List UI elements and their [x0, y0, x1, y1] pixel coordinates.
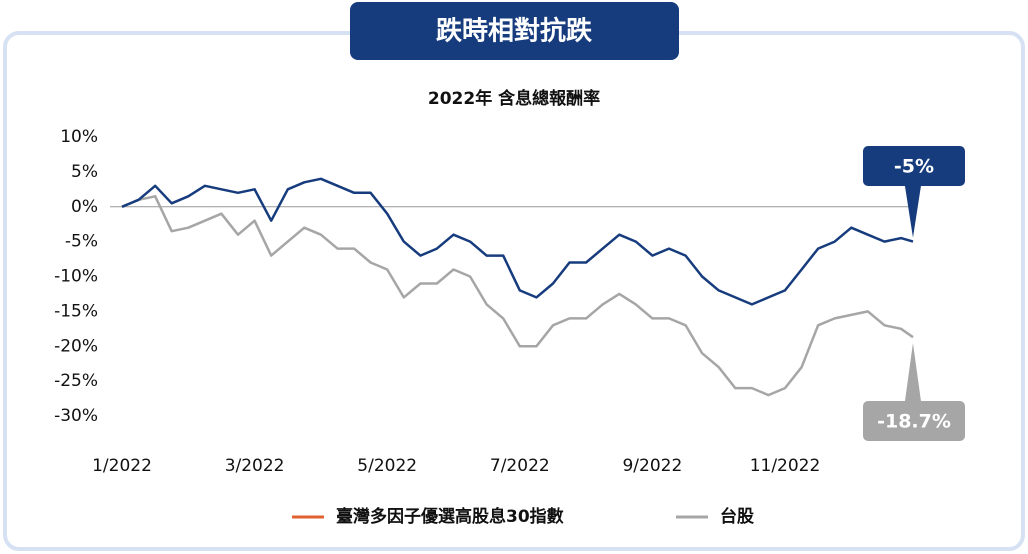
x-tick-label: 3/2022: [225, 456, 285, 476]
y-tick-label: -25%: [54, 371, 98, 391]
chart-title: 2022年 含息總報酬率: [428, 88, 600, 109]
callout-box: [863, 146, 965, 186]
series-line: [121, 195, 914, 397]
legend-label: 台股: [720, 506, 754, 527]
callout-pointer: [904, 186, 921, 238]
y-tick-label: -20%: [54, 336, 98, 356]
y-tick-label: -10%: [54, 267, 98, 287]
y-tick-label: 0%: [71, 197, 98, 217]
x-tick-label: 7/2022: [490, 456, 550, 476]
y-tick-label: -5%: [65, 232, 98, 252]
y-tick-label: -15%: [54, 301, 98, 321]
badge: 跌時相對抗跌: [436, 16, 592, 47]
end-label: -18.7%: [877, 411, 951, 433]
badge-box: [350, 2, 679, 60]
callout-pointer: [904, 343, 921, 401]
y-tick-label: -30%: [54, 406, 98, 426]
x-tick-label: 5/2022: [357, 456, 417, 476]
callout-box: [863, 401, 965, 441]
y-tick-label: 5%: [71, 162, 98, 182]
series-line: [121, 177, 914, 306]
x-tick-label: 9/2022: [622, 456, 682, 476]
end-label: -5%: [894, 156, 934, 178]
legend-label: 臺灣多因子優選高股息30指數: [336, 506, 564, 527]
x-tick-label: 1/2022: [92, 456, 152, 476]
x-tick-label: 11/2022: [750, 456, 821, 476]
y-tick-label: 10%: [60, 127, 98, 147]
